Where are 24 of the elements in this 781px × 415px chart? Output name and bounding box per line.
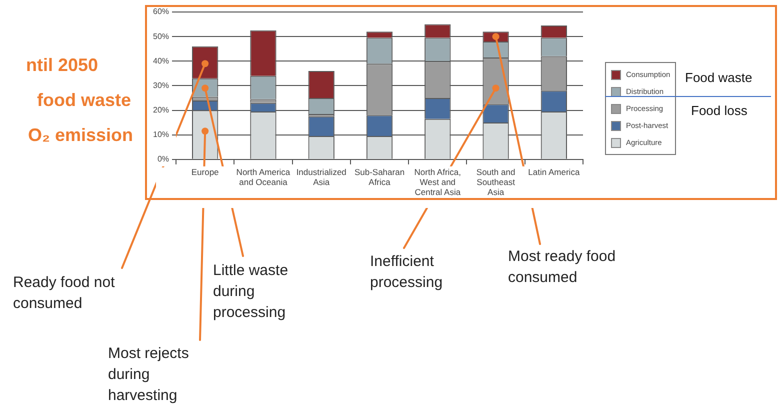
- y-tick-label: 30%: [152, 80, 170, 90]
- x-tick-label: Latin America: [528, 166, 580, 177]
- x-tick-label: Industrialized Asia: [296, 166, 347, 188]
- x-tick-label: Sub-Saharan Africa: [354, 166, 405, 188]
- text: Food waste: [685, 70, 752, 85]
- y-tick-label: 60%: [152, 7, 170, 16]
- y-tick-label: 20%: [152, 105, 170, 114]
- text: ntil 2050: [26, 55, 98, 76]
- text: food waste: [36, 90, 131, 111]
- annotation: Little waste during processing: [213, 261, 290, 323]
- x-tick-label: North America and Oceania: [236, 166, 290, 188]
- y-tick-label: 10%: [152, 130, 170, 140]
- annotation: Most ready food consumed: [508, 247, 617, 288]
- x-tick-label: North Africa, West and Central Asia: [414, 166, 462, 198]
- text: Food loss: [691, 103, 748, 118]
- y-tick-label: 0%: [157, 154, 170, 164]
- annotation: Inefficient processing: [370, 252, 444, 293]
- x-tick-label: South and Southeast Asia: [476, 166, 516, 198]
- y-tick-label: 50%: [152, 32, 170, 41]
- y-tick-label: 40%: [152, 56, 170, 66]
- x-tick-label: Europe: [191, 166, 220, 177]
- annotation: Most rejects during harvesting: [108, 344, 190, 406]
- text: O₂ emission: [28, 125, 133, 146]
- annotation: Ready food not consumed: [13, 273, 116, 314]
